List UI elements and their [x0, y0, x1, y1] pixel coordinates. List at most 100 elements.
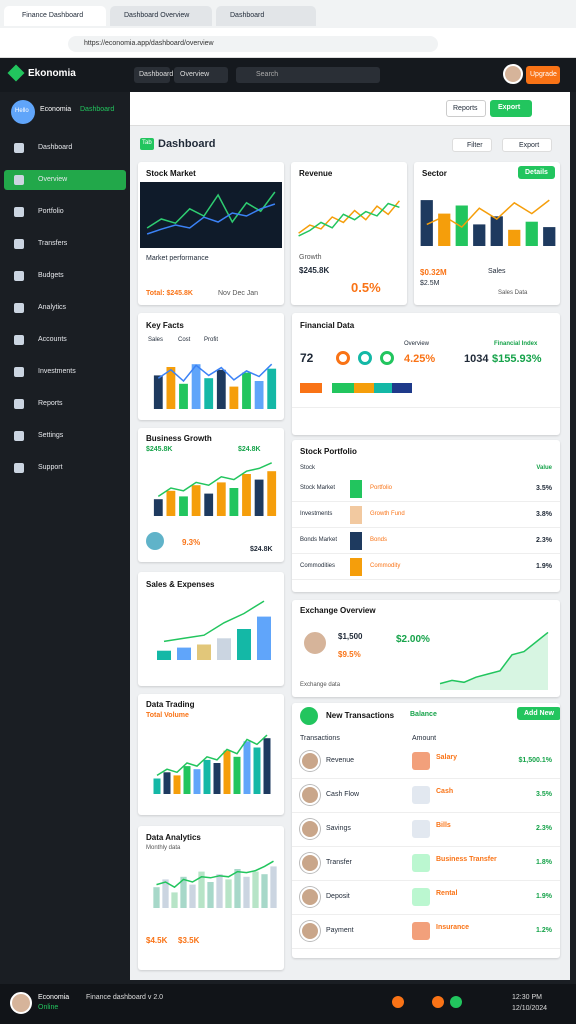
menu-label: Portfolio	[38, 208, 64, 215]
card-title: New Transactions	[326, 711, 395, 720]
table: Revenue Salary $1,500.1% Cash Flow Cash 3.5% S…	[292, 745, 560, 955]
bar	[193, 769, 201, 794]
tray-icon[interactable]	[392, 996, 404, 1008]
card: Stock Portfolio Stock Value Stock Market…	[292, 440, 560, 592]
menu-icon	[14, 431, 24, 441]
menu-item[interactable]: Analytics	[4, 298, 126, 318]
bar	[438, 213, 451, 246]
tab[interactable]: Finance Dashboard	[4, 6, 106, 26]
color-bar	[332, 383, 354, 393]
link: Financial Index	[494, 341, 538, 347]
row-label: Rental	[436, 890, 458, 897]
address-bar[interactable]: https://economia.app/dashboard/overview	[68, 36, 438, 52]
table-row: Payment Insurance 1.2%	[292, 915, 560, 949]
card: Business Growth $245.8K $24.8K 9.3% $24.…	[138, 428, 284, 562]
chart	[298, 200, 400, 237]
bar	[153, 778, 161, 794]
menu-label: Budgets	[38, 272, 64, 279]
row-label: Portfolio	[370, 485, 393, 491]
row-icon	[412, 888, 430, 906]
card-title: Sector	[422, 169, 447, 178]
menu-item[interactable]: Portfolio	[4, 202, 126, 222]
bar	[252, 871, 259, 908]
nav-label: Dashboard	[139, 71, 174, 78]
avatar[interactable]	[503, 64, 523, 84]
tab[interactable]: Dashboard	[216, 6, 316, 26]
line	[157, 363, 273, 383]
label: Sales	[488, 268, 506, 275]
sub-value: $9.5%	[338, 650, 361, 659]
menu-item[interactable]: Dashboard	[4, 138, 126, 158]
bar	[216, 369, 226, 409]
value-right: $24.8K	[238, 446, 261, 453]
line	[439, 631, 549, 685]
menu-item[interactable]: Investments	[4, 362, 126, 382]
row-name: Commodities	[300, 563, 336, 569]
upgrade-button[interactable]: Upgrade	[526, 66, 560, 84]
row-label: Growth Fund	[370, 511, 405, 517]
bar	[254, 479, 264, 516]
avatar	[10, 992, 32, 1014]
toolbar-button[interactable]: Reports	[446, 100, 486, 117]
line	[157, 462, 273, 498]
menu-item[interactable]: Overview	[4, 170, 126, 190]
row-label: Bonds	[370, 537, 388, 543]
bar	[162, 879, 169, 908]
table-row: Revenue Salary $1,500.1%	[292, 745, 560, 779]
clock: 12:30 PM	[512, 994, 542, 1001]
menu-icon	[14, 399, 24, 409]
bar	[153, 375, 163, 409]
bar	[183, 766, 191, 794]
bar	[242, 372, 251, 409]
menu-item[interactable]: Reports	[4, 394, 126, 414]
tray-icon[interactable]	[432, 996, 444, 1008]
user-avatar: Hello	[11, 100, 35, 124]
bar	[171, 892, 178, 908]
tab[interactable]: Dashboard Overview	[110, 6, 212, 26]
avatar	[300, 785, 320, 805]
card: Data Trading Total Volume	[138, 694, 284, 815]
bar	[233, 756, 241, 794]
row-label: Commodity	[370, 563, 401, 569]
add-button[interactable]: Add New	[517, 707, 560, 720]
avatar	[300, 921, 320, 941]
menu-label: Settings	[38, 432, 64, 439]
ring	[336, 351, 350, 365]
menu-item[interactable]: Transfers	[4, 234, 126, 254]
ring	[380, 351, 394, 365]
chart	[153, 860, 277, 908]
details-button[interactable]: Details	[518, 166, 555, 179]
bar	[216, 482, 226, 516]
card-title: Key Facts	[146, 321, 184, 330]
bar	[197, 644, 211, 660]
nav-button[interactable]: Dashboard	[134, 67, 174, 83]
menu-label: Overview	[38, 176, 68, 183]
filter-button[interactable]: Filter	[452, 138, 492, 152]
bar	[216, 874, 223, 908]
bar	[263, 738, 271, 794]
menu-item[interactable]: Budgets	[4, 266, 126, 286]
row-icon	[412, 820, 430, 838]
card-title: Stock Portfolio	[300, 447, 357, 456]
chart	[153, 734, 271, 794]
bar	[163, 772, 171, 794]
nav-button[interactable]: Overview	[174, 67, 228, 83]
bar	[243, 741, 251, 794]
export-button[interactable]: Export	[502, 138, 552, 152]
subtitle: Monthly data	[146, 845, 181, 851]
search[interactable]: Search	[236, 67, 380, 83]
column-header: Value	[536, 465, 552, 471]
upgrade-label: Upgrade	[530, 71, 557, 78]
toolbar-button[interactable]: Export	[490, 100, 532, 117]
card: New Transactions Balance Add New Transac…	[292, 703, 560, 958]
menu-item[interactable]: Support	[4, 458, 126, 478]
row-value: 3.5%	[536, 791, 552, 798]
color-bar	[354, 383, 374, 393]
avatar	[300, 887, 320, 907]
menu-icon	[14, 239, 24, 249]
menu-item[interactable]: Accounts	[4, 330, 126, 350]
chart	[153, 363, 277, 409]
line	[298, 202, 400, 237]
menu-item[interactable]: Settings	[4, 426, 126, 446]
tray-icon[interactable]	[450, 996, 462, 1008]
